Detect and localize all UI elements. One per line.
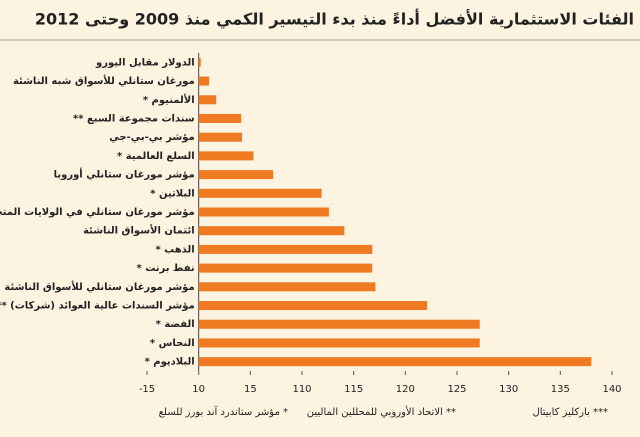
- bar: [198, 338, 480, 348]
- footnote: * مؤشر ستاندرد آند بورز للسلع: [159, 405, 288, 418]
- x-tick-label: 120: [396, 384, 415, 395]
- x-tick-label: 10: [192, 384, 205, 395]
- bar: [198, 263, 373, 273]
- bar: [198, 319, 480, 329]
- y-tick-label: مؤشر مورغان ستانلي للأسواق الناشئة: [4, 280, 194, 293]
- y-tick-label: مؤشر مورغان ستانلي في الولايات المتحدة: [0, 207, 195, 218]
- bar: [198, 207, 329, 217]
- y-tick-label: مؤشر بي-بي-جي: [109, 132, 194, 143]
- bar: [198, 95, 217, 105]
- y-tick-label: نفط برنت *: [136, 263, 194, 274]
- y-tick-label: مؤشر السندات عالية العوائد (شركات) ***: [0, 301, 195, 312]
- x-tick-label: -15: [139, 384, 155, 395]
- y-tick-label: ائتمان الأسواق الناشئة: [83, 224, 195, 237]
- y-tick-label: الدولار مقابل اليورو: [95, 57, 195, 68]
- bar: [198, 244, 373, 254]
- bar: [198, 76, 209, 86]
- x-tick-label: 115: [344, 384, 363, 395]
- bar: [198, 170, 274, 180]
- bar: [198, 301, 428, 311]
- bar: [198, 282, 376, 292]
- y-tick-label: الألمنيوم *: [143, 93, 195, 106]
- x-tick-label: 15: [244, 384, 257, 395]
- bar: [198, 151, 254, 161]
- y-tick-label: مورغان ستانلي للأسواق شبه الناشئة: [13, 74, 195, 87]
- x-tick-label: 125: [447, 384, 466, 395]
- bar: [198, 226, 345, 236]
- y-tick-label: سندات مجموعة السبع **: [73, 113, 195, 124]
- y-tick-label: السلع العالمية *: [117, 151, 195, 162]
- x-tick-label: 140: [602, 384, 621, 395]
- y-tick-label: الفضة *: [156, 319, 195, 330]
- footnote: ** الاتحاد الأوروبي للمحللين الماليين: [307, 405, 456, 418]
- bar: [198, 188, 322, 198]
- y-tick-label: مؤشر مورغان ستانلي أوروبا: [54, 168, 195, 181]
- bar: [198, 57, 201, 67]
- y-tick-label: البلاتين *: [150, 188, 194, 199]
- chart-title: الفئات الاستثمارية الأفضل أداءً منذ بدء …: [35, 9, 634, 30]
- y-tick-label: البلاديوم *: [145, 357, 195, 368]
- x-tick-label: 110: [292, 384, 311, 395]
- bar: [198, 113, 242, 123]
- bar: [198, 357, 592, 367]
- x-tick-label: 135: [551, 384, 570, 395]
- footnote: *** باركليز كابيتال: [532, 407, 608, 418]
- y-tick-label: النحاس *: [150, 338, 195, 349]
- x-tick-label: 130: [499, 384, 518, 395]
- y-tick-label: الذهب *: [155, 244, 194, 255]
- bar: [198, 132, 243, 142]
